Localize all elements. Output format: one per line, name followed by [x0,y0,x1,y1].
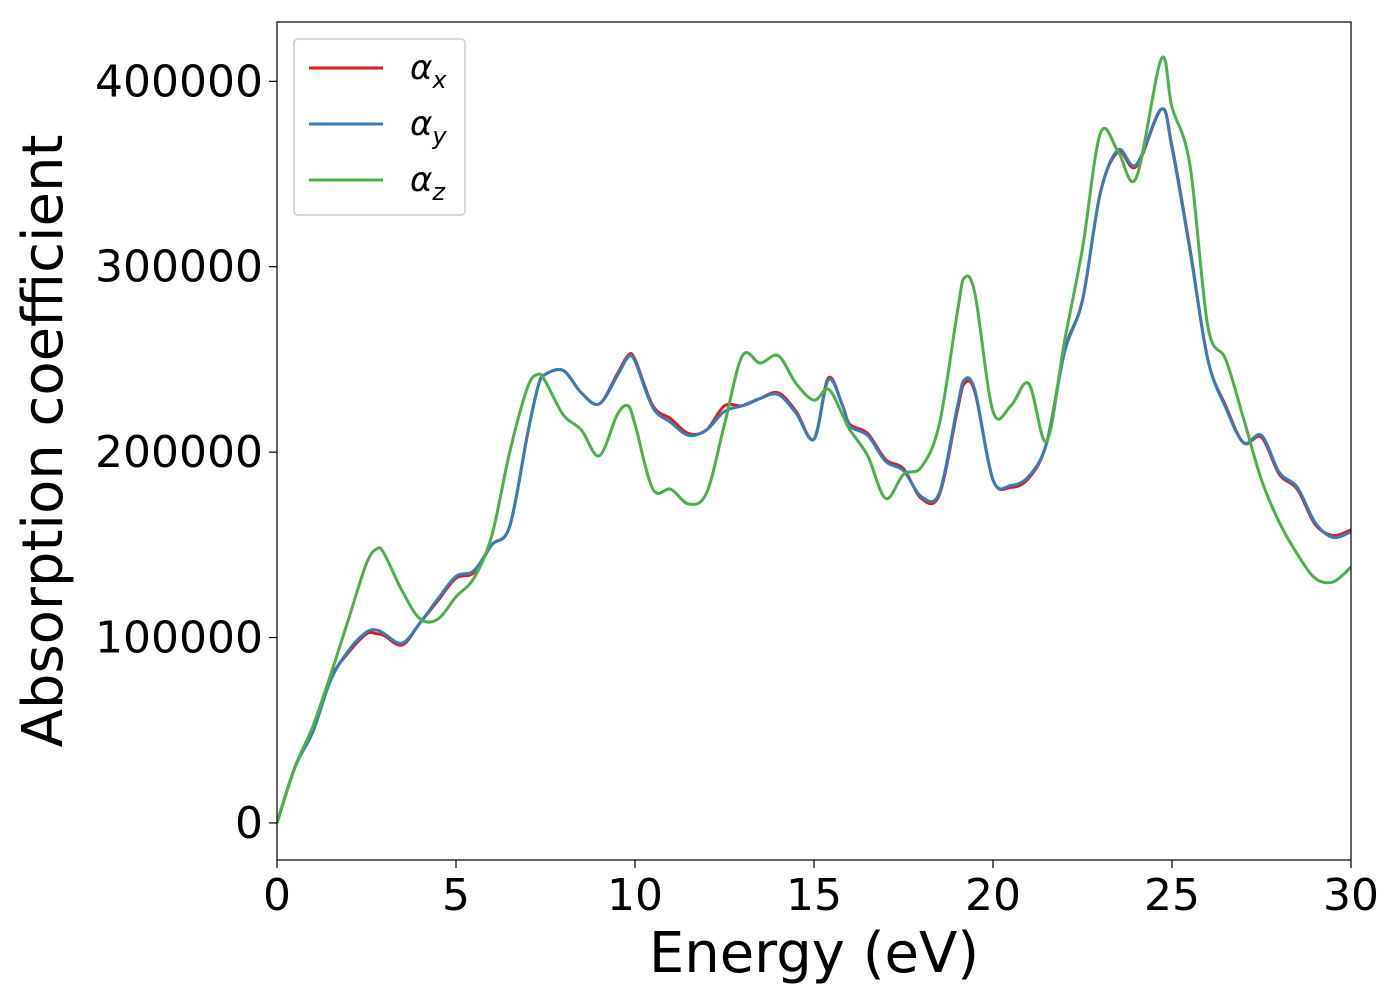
series-line-alpha-z [277,55,1351,824]
x-axis-label: Energy (eV) [649,921,979,986]
y-tick-label: 100000 [95,613,263,664]
legend-entry: αy [410,104,447,150]
x-tick-label: 30 [1323,870,1379,921]
x-tick-label: 25 [1144,870,1200,921]
y-tick-label: 0 [235,798,263,849]
y-tick-label: 300000 [95,242,263,293]
x-tick-label: 5 [442,870,470,921]
x-tick-label: 15 [786,870,842,921]
legend-entry: αx [410,48,447,94]
y-axis-ticks: 0 100000 200000 300000 400000 [95,56,277,849]
legend-entry: αz [410,160,446,206]
legend-box [293,38,466,216]
series-layer [277,55,1351,824]
y-tick-label: 200000 [95,427,263,478]
x-tick-label: 0 [263,870,291,921]
x-axis-ticks: 0 5 10 15 20 25 30 [263,860,1379,921]
y-tick-label: 400000 [95,56,263,107]
series-line-alpha-y [277,107,1351,824]
y-axis-label: Absorption coefficient [11,135,76,748]
legend: αx αy αz [293,38,466,216]
x-tick-label: 10 [607,870,663,921]
x-tick-label: 20 [965,870,1021,921]
